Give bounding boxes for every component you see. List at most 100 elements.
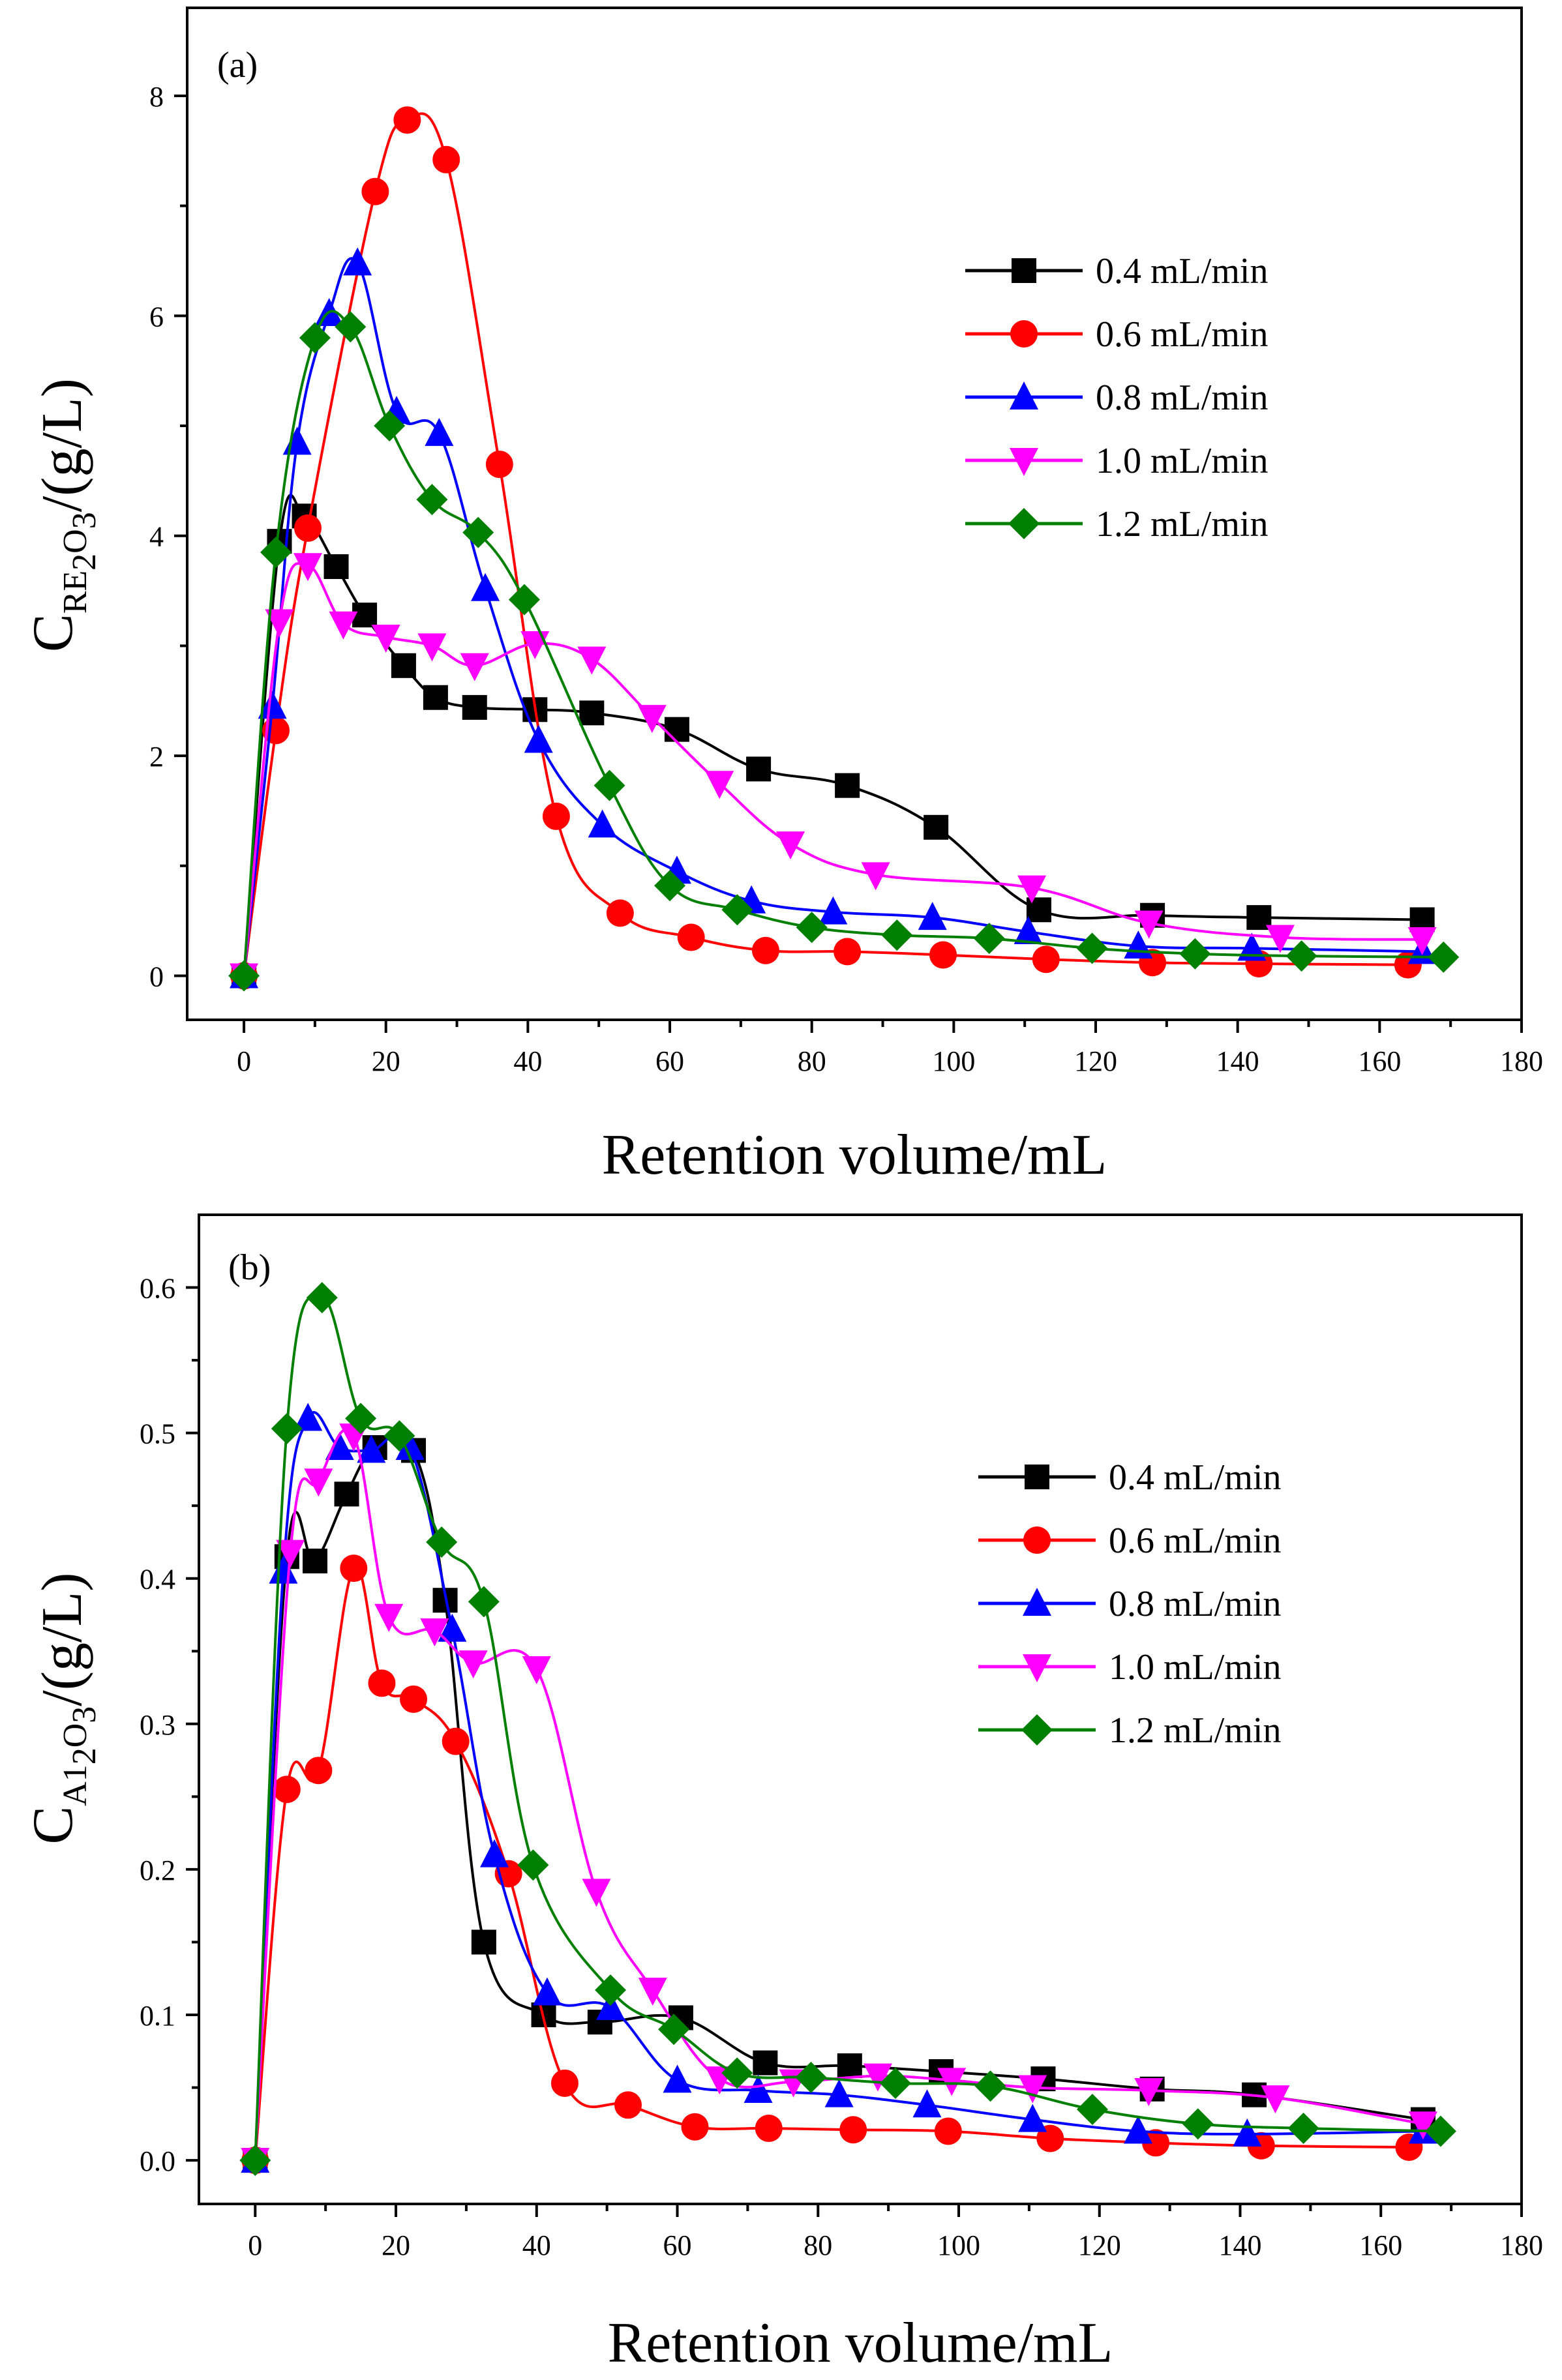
panel-b-xtick-label: 40	[522, 2229, 551, 2261]
panel-b-series-4-point	[271, 1412, 303, 1444]
panel-b-series-4-point	[239, 2145, 271, 2177]
panel-b-ytick-label: 0.0	[140, 2145, 175, 2177]
panel-b-series-3-point	[863, 2063, 892, 2092]
panel-b-xtick-label: 100	[937, 2229, 980, 2261]
panel-a-series-0-point	[835, 773, 860, 798]
panel-a-series-4-point	[299, 322, 331, 354]
panel-a-series-1-point	[606, 899, 634, 927]
panel-b-series-4-point	[974, 2070, 1006, 2102]
panel-b-series-4-point	[426, 1526, 458, 1558]
panel-a-series-0-point	[746, 756, 772, 782]
panel-b-ytick-label: 0.5	[140, 1418, 175, 1450]
panel-b-series-4-point	[1182, 2108, 1214, 2140]
panel-a-series-3	[230, 553, 1437, 992]
panel-b-series-2-point	[395, 1431, 425, 1460]
panel-b-series-1-point	[400, 1685, 428, 1713]
panel-a-legend-label-3: 1.0 mL/min	[1096, 441, 1268, 481]
panel-a-ytick-label: 0	[149, 961, 164, 993]
panel-a-series-4-point	[260, 537, 292, 569]
panel-a-xtick-label: 80	[798, 1045, 826, 1077]
panel-b-series-1-point	[442, 1727, 470, 1755]
panel-b-legend-label-1: 0.6 mL/min	[1109, 1521, 1281, 1561]
panel-b-series-1-point	[340, 1554, 368, 1583]
panel-b-label: (b)	[228, 1247, 271, 1288]
panel-b-series-2-point	[912, 2089, 942, 2118]
panel-b-chart: 0 20 40 60 80 100 120 140 160 180 0.0 0.1 0.2 0.3 0.4 0…	[22, 1213, 1543, 2375]
panel-a-label: (a)	[217, 45, 258, 85]
panel-b-series-0-point	[302, 1548, 327, 1573]
panel-a-axes-frame	[186, 7, 1523, 1021]
panel-a-series-1-point	[393, 106, 421, 134]
panel-b-series-4-point	[383, 1420, 415, 1452]
panel-a-series-1-point	[751, 936, 779, 964]
panel-a-xtick-label: 20	[372, 1045, 400, 1077]
panel-b-xtick-label: 120	[1078, 2229, 1121, 2261]
panel-a-series-1-point	[929, 941, 957, 969]
panel-b-series-1-point	[934, 2117, 962, 2145]
panel-a-series-1-point	[485, 451, 513, 479]
panel-a-series-2-point	[918, 902, 947, 930]
panel-b-series-3-point	[1018, 2075, 1047, 2104]
panel-a-series-4-point	[1285, 940, 1317, 972]
panel-b-xtick-label: 140	[1219, 2229, 1262, 2261]
panel-a-series-1-line	[243, 112, 1408, 976]
panel-a-series-4-point	[973, 923, 1005, 955]
panel-b-series-2-point	[480, 1839, 509, 1867]
panel-b-legend-marker-0	[1025, 1465, 1049, 1489]
panel-a-series-1-point	[542, 802, 570, 830]
panel-b-legend-marker-2	[1023, 1588, 1051, 1616]
panel-a-series-4-point	[881, 919, 913, 951]
panel-b-series-1-point	[305, 1757, 333, 1785]
panel-a-legend-label-0: 0.4 mL/min	[1096, 251, 1268, 291]
panel-a-series-0-point	[1026, 897, 1051, 923]
panel-b-series-1-point	[755, 2114, 783, 2142]
panel-b-series-4-point	[595, 1974, 627, 2006]
panel-b-series-2-point	[532, 1977, 562, 2006]
panel-b-xtick-label: 80	[804, 2229, 832, 2261]
panel-b-legend-label-0: 0.4 mL/min	[1109, 1457, 1281, 1498]
panel-b-series-4	[239, 1282, 1456, 2177]
panel-a-x-axis-title: Retention volume/mL	[602, 1123, 1107, 1187]
panel-b-series-3-point	[304, 1468, 333, 1497]
panel-a-xtick-label: 100	[932, 1045, 975, 1077]
panel-a-series-3-point	[371, 624, 400, 653]
panel-a-series-4-point	[416, 484, 448, 516]
panel-a-series-2-point	[258, 691, 287, 719]
panel-b-series-4-point	[517, 1849, 549, 1881]
panel-a-xtick-label: 60	[655, 1045, 684, 1077]
panel-a-series-3-point	[460, 653, 489, 681]
panel-b-series-1	[241, 1554, 1423, 2175]
panel-a-series-3-point	[329, 611, 358, 640]
panel-a-series-3-point	[776, 831, 805, 860]
panel-b-legend-label-4: 1.2 mL/min	[1109, 1710, 1281, 1751]
panel-b-ytick-label: 0.6	[140, 1273, 175, 1305]
panel-b-series-1-point	[368, 1669, 396, 1697]
panel-a-series-0-point	[423, 685, 448, 710]
panel-b-series-4-point	[1287, 2112, 1319, 2144]
panel-a-series-0-point	[924, 814, 949, 840]
panel-a-series-1-point	[432, 145, 460, 173]
panel-b-series-2-point	[325, 1431, 354, 1460]
panel-b-series-4-point	[1076, 2093, 1108, 2125]
panel-b-series-4-point	[721, 2057, 753, 2089]
panel-b-series-4-point	[345, 1403, 377, 1435]
panel-a-series-4-point	[335, 311, 367, 343]
panel-b-series-3-point	[1408, 2111, 1437, 2140]
panel-b-xtick-label: 160	[1359, 2229, 1402, 2261]
panel-a-xtick-label: 160	[1358, 1045, 1401, 1077]
panel-b-y-axis-title: CA12O3/(g/L)	[22, 1572, 103, 1844]
panel-a-series-2-point	[819, 896, 848, 925]
panel-b-series-2-point	[1018, 2104, 1047, 2132]
panel-b-legend-label-3: 1.0 mL/min	[1109, 1647, 1281, 1688]
panel-b-series-4-point	[658, 2014, 690, 2045]
panel-b-legend-marker-4	[1021, 1714, 1053, 1746]
panel-a-series-0-point	[664, 717, 689, 742]
panel-b-series-3-point	[458, 1650, 488, 1679]
panel-b-ytick-label: 0.3	[140, 1709, 175, 1741]
panel-b-series-3-point	[937, 2068, 967, 2096]
panel-a-series-2-point	[1237, 932, 1267, 961]
panel-a-series-3-point	[265, 609, 294, 638]
panel-a-series-2-line	[243, 257, 1422, 976]
panel-a-series-3-point	[577, 646, 607, 675]
